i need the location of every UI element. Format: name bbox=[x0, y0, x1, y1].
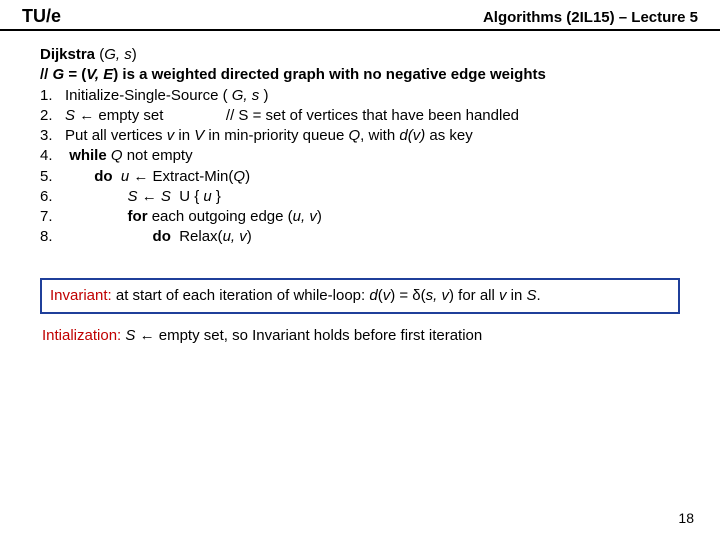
initialization-line: Intialization: S ← empty set, so Invaria… bbox=[40, 326, 680, 346]
course-title: Algorithms (2IL15) – Lecture 5 bbox=[483, 9, 698, 26]
algo-line-8: 8. do Relax(u, v) bbox=[40, 227, 680, 247]
algorithm-title: Dijkstra (G, s) bbox=[40, 45, 680, 65]
initialization-label: Intialization: bbox=[42, 327, 121, 344]
algo-line-5: 5. do u ← Extract-Min(Q) bbox=[40, 167, 680, 187]
algorithm-lines: 1. Initialize-Single-Source ( G, s ) 2. … bbox=[40, 86, 680, 248]
slide-header: TU/e Algorithms (2IL15) – Lecture 5 bbox=[0, 0, 720, 29]
logo-part-tu: TU bbox=[22, 6, 46, 26]
algo-line-3: 3. Put all vertices v in V in min-priori… bbox=[40, 126, 680, 146]
invariant-label: Invariant: bbox=[50, 287, 112, 304]
algo-name: Dijkstra bbox=[40, 46, 95, 63]
slide-body: Dijkstra (G, s) // G = (V, E) is a weigh… bbox=[0, 31, 720, 346]
algo-line-2: 2. S ← empty set // S = set of vertices … bbox=[40, 106, 680, 126]
algo-line-7: 7. for each outgoing edge (u, v) bbox=[40, 207, 680, 227]
algo-line-6: 6. S ← S U { u } bbox=[40, 187, 680, 207]
logo-part-e: e bbox=[51, 6, 61, 26]
algo-comment: // G = (V, E) is a weighted directed gra… bbox=[40, 65, 680, 85]
page-number: 18 bbox=[678, 510, 694, 526]
university-logo: TU/e bbox=[22, 6, 61, 27]
invariant-box: Invariant: at start of each iteration of… bbox=[40, 278, 680, 314]
algo-line-4: 4. while Q not empty bbox=[40, 146, 680, 166]
algo-args: G, s bbox=[104, 46, 132, 63]
algo-line-1: 1. Initialize-Single-Source ( G, s ) bbox=[40, 86, 680, 106]
